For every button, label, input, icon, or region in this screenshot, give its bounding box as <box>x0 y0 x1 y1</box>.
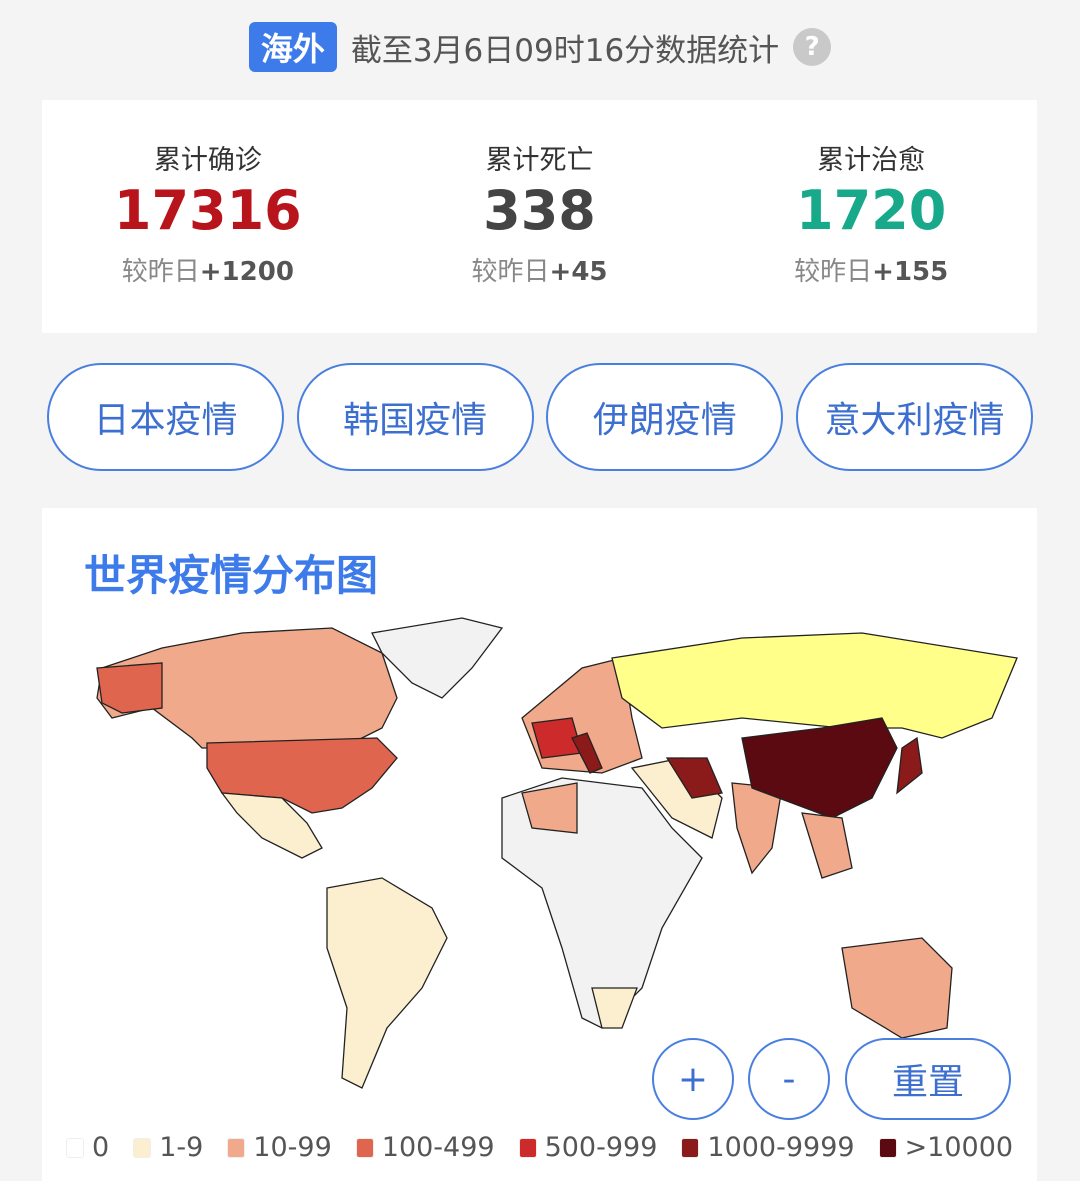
map-legend: 0 1-9 10-99 100-499 500-999 1000-9999 >1… <box>66 1132 1013 1163</box>
stat-value: 17316 <box>113 179 302 242</box>
legend-item: 0 <box>66 1132 109 1163</box>
legend-item: 10-99 <box>227 1132 332 1163</box>
iran-button[interactable]: 伊朗疫情 <box>546 363 784 471</box>
legend-item: 100-499 <box>355 1132 495 1163</box>
legend-item: 1-9 <box>133 1132 203 1163</box>
question-circle-icon[interactable]: ? <box>793 28 832 66</box>
stat-delta: 较昨日+155 <box>794 257 949 287</box>
stats-card: 累计确诊 17316 较昨日+1200 累计死亡 338 较昨日+45 累计治愈… <box>42 100 1037 333</box>
zoom-out-button[interactable]: - <box>748 1038 830 1120</box>
japan-button[interactable]: 日本疫情 <box>47 363 284 471</box>
country-buttons: 日本疫情 韩国疫情 伊朗疫情 意大利疫情 <box>47 363 1033 471</box>
region-south-america <box>326 877 448 1089</box>
region-usa <box>206 737 398 814</box>
region-italy <box>571 732 603 774</box>
region-alaska <box>96 662 163 714</box>
update-time: 截至3月6日09时16分数据统计 <box>350 32 780 69</box>
korea-button[interactable]: 韩国疫情 <box>296 363 534 471</box>
stat-recovered: 累计治愈 1720 较昨日+155 <box>705 100 1037 333</box>
stat-deaths: 累计死亡 338 较昨日+45 <box>374 100 706 333</box>
region-greenland <box>371 617 504 699</box>
stat-label: 累计死亡 <box>485 145 594 176</box>
zoom-in-button[interactable]: + <box>652 1038 734 1120</box>
region-russia <box>611 632 1018 739</box>
legend-item: >10000 <box>878 1132 1013 1163</box>
reset-button[interactable]: 重置 <box>845 1038 1011 1120</box>
region-africa <box>501 777 703 1029</box>
italy-button[interactable]: 意大利疫情 <box>795 363 1033 471</box>
header: 海外 截至3月6日09时16分数据统计 ? <box>0 22 1080 72</box>
region-southeast-asia <box>801 812 853 879</box>
stat-value: 338 <box>483 179 596 242</box>
region-iran <box>665 757 723 799</box>
stat-delta: 较昨日+45 <box>471 257 608 287</box>
legend-item: 500-999 <box>518 1132 657 1163</box>
region-japan <box>896 736 923 795</box>
world-map-card: 世界疫情分布图 + - 重置 0 1-9 10-99 100-499 500-9… <box>42 508 1037 1181</box>
stat-label: 累计治愈 <box>817 145 926 176</box>
region-australia <box>841 937 953 1039</box>
region-mexico <box>220 792 323 859</box>
stat-value: 1720 <box>796 179 947 242</box>
region-north-africa <box>521 782 578 834</box>
region-south-africa <box>591 987 638 1029</box>
stat-delta: 较昨日+1200 <box>121 257 294 287</box>
stat-confirmed: 累计确诊 17316 较昨日+1200 <box>42 100 374 333</box>
map-title: 世界疫情分布图 <box>84 551 379 600</box>
stat-label: 累计确诊 <box>153 145 262 176</box>
region-china <box>741 717 898 819</box>
legend-item: 1000-9999 <box>681 1132 855 1163</box>
world-map[interactable] <box>42 608 1037 1128</box>
region-tag[interactable]: 海外 <box>248 22 337 72</box>
